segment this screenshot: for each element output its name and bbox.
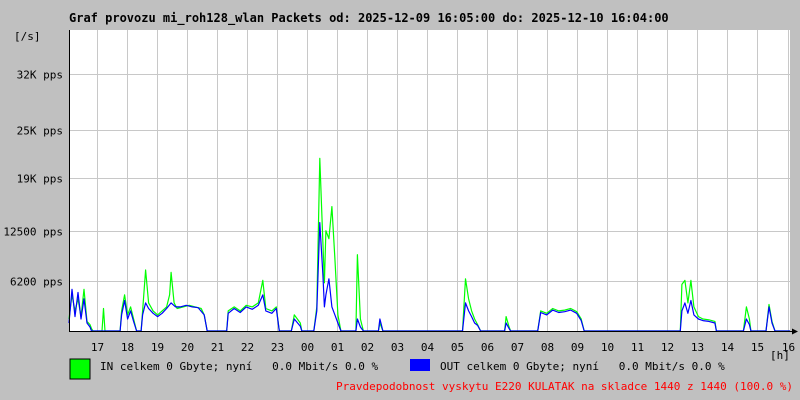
legend-out-swatch <box>410 359 430 371</box>
y-axis-unit: [/s] <box>14 30 41 43</box>
legend-in-label: IN celkem 0 Gbyte; nyní 0.0 Mbit/s 0.0 % <box>100 360 379 373</box>
legend-out-label: OUT celkem 0 Gbyte; nyní 0.0 Mbit/s 0.0 … <box>440 360 725 373</box>
page-title: Graf provozu mi_roh128_wlan Packets od: … <box>69 11 669 26</box>
x-tick-label: 05 <box>451 341 464 354</box>
x-tick-label: 08 <box>541 341 554 354</box>
x-tick-label: 09 <box>571 341 584 354</box>
x-tick-label: 03 <box>391 341 404 354</box>
y-tick-label: 12500 pps <box>3 226 63 239</box>
series-line-out <box>68 222 790 332</box>
y-tick-label: 19K pps <box>17 173 63 186</box>
legend-in-swatch <box>69 358 91 380</box>
x-tick-label: 23 <box>271 341 284 354</box>
grid <box>69 30 790 331</box>
axes: 6200 pps 12500 pps 19K pps 25K pps 32K pps 17… <box>3 30 798 354</box>
x-tick-label: 04 <box>421 341 435 354</box>
y-tick-label: 6200 pps <box>10 276 63 289</box>
x-tick-label: 00 <box>301 341 314 354</box>
x-tick-label: 06 <box>481 341 494 354</box>
x-axis-unit: [h] <box>770 349 790 362</box>
x-axis-arrow <box>792 328 798 335</box>
x-tick-label: 15 <box>751 341 764 354</box>
x-tick-label: 16 <box>782 341 795 354</box>
plot-area <box>69 30 790 331</box>
y-tick-label: 32K pps <box>17 69 63 82</box>
x-tick-label: 19 <box>151 341 164 354</box>
x-tick-label: 01 <box>331 341 344 354</box>
footer-note: Pravdepodobnost vyskytu E220 KULATAK na … <box>336 380 793 393</box>
x-tick-label: 07 <box>511 341 524 354</box>
x-tick-label: 14 <box>721 341 735 354</box>
x-tick-label: 13 <box>691 341 704 354</box>
x-tick-label: 18 <box>121 341 134 354</box>
x-tick-label: 12 <box>661 341 674 354</box>
x-tick-label: 11 <box>631 341 644 354</box>
x-tick-label: 02 <box>361 341 374 354</box>
y-tick-label: 25K pps <box>17 125 63 138</box>
x-tick-label: 20 <box>181 341 194 354</box>
x-tick-label: 17 <box>91 341 104 354</box>
x-tick-label: 21 <box>211 341 224 354</box>
x-tick-label: 22 <box>241 341 254 354</box>
series-layer <box>68 157 790 332</box>
x-tick-label: 10 <box>601 341 614 354</box>
